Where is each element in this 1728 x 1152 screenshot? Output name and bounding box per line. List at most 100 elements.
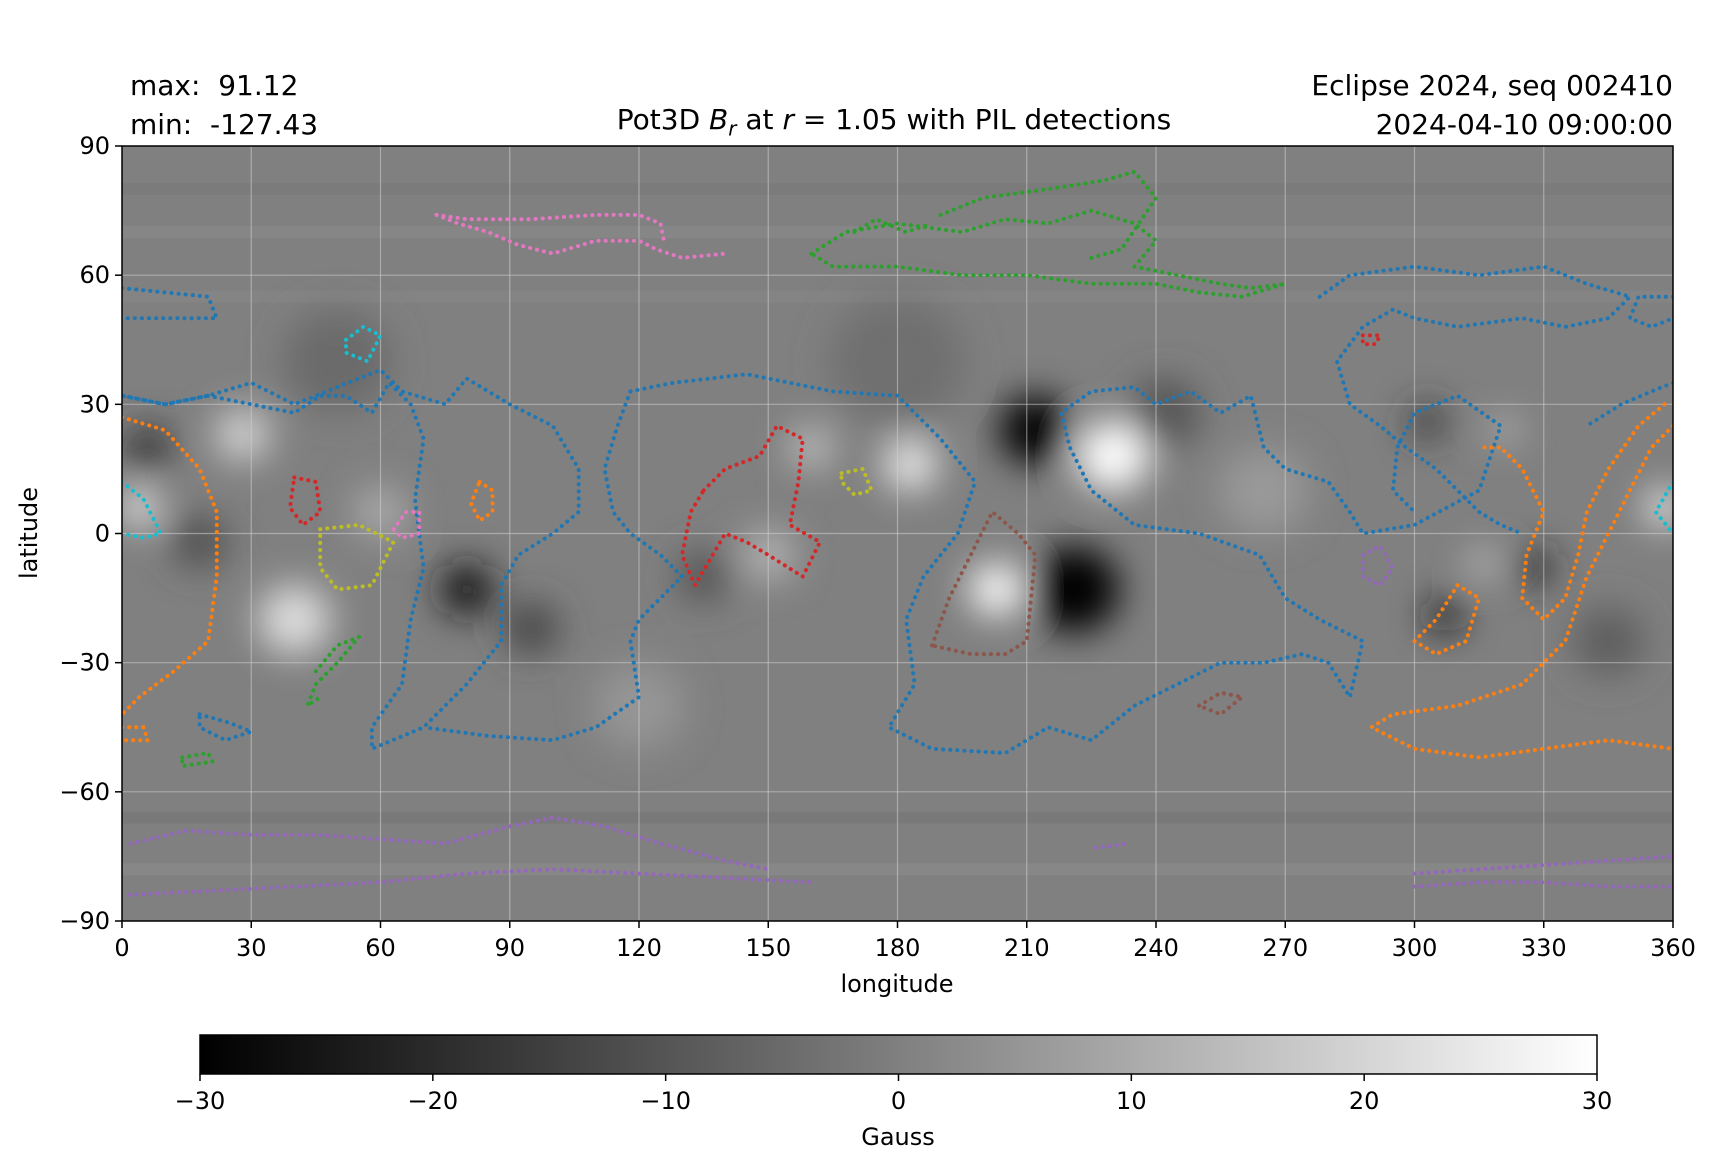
pil-series-3 (180, 169, 1288, 768)
y-tick-label: 60 (79, 261, 110, 289)
pil-contour (938, 169, 1158, 260)
pil-series-4 (288, 333, 1382, 588)
colorbar-tick-label: 10 (1116, 1087, 1147, 1115)
x-tick-label: 150 (745, 934, 791, 962)
colorbar-tick-label: 30 (1582, 1087, 1613, 1115)
field-blob (122, 490, 158, 525)
colorbar-label: Gauss (861, 1123, 935, 1151)
x-tick-label: 180 (875, 934, 921, 962)
pil-contour (344, 324, 383, 364)
field-blob (969, 563, 1024, 616)
pil-contour (122, 867, 814, 898)
colorbar-tick-label: 20 (1349, 1087, 1380, 1115)
field-blob (283, 309, 392, 413)
field-blob (125, 425, 171, 469)
colorbar-gradient (199, 1034, 1598, 1075)
field-blob (1076, 421, 1150, 491)
pil-contour (122, 725, 150, 743)
pil-contour (1360, 333, 1382, 347)
x-tick-label: 90 (494, 934, 525, 962)
field-blob (1128, 378, 1201, 448)
pil-series-5 (122, 544, 1673, 898)
x-axis-label: longitude (840, 970, 953, 998)
heatmap-blobs (122, 296, 1673, 749)
pil-contour (1412, 583, 1482, 657)
pil-series-7 (391, 212, 728, 540)
pil-contour (122, 415, 219, 717)
field-blob (172, 516, 227, 568)
x-axis: 0 30 60 90 120 150 180 210 240 270 300 330 360 (114, 921, 1696, 962)
x-tick-label: 0 (114, 934, 129, 962)
field-blob (676, 550, 731, 603)
pil-contour (1369, 423, 1673, 760)
field-blob (1028, 546, 1120, 633)
field-blob (788, 425, 834, 469)
field-blob (439, 563, 494, 616)
y-tick-label: 30 (79, 390, 110, 418)
field-blob (1572, 606, 1645, 676)
y-axis-label: latitude (15, 487, 43, 579)
field-blob (1517, 550, 1554, 586)
field-blob (1646, 490, 1673, 525)
field-blob (1469, 550, 1498, 577)
x-tick-label: 240 (1133, 934, 1179, 962)
grid-lines (122, 146, 1673, 921)
field-blob (999, 395, 1072, 465)
pil-contour (122, 367, 581, 751)
y-tick-label: 0 (95, 520, 110, 548)
colorbar-tick-label: −10 (640, 1087, 691, 1115)
max-value-label: max: 91.12 (130, 69, 299, 102)
x-tick-label: 60 (365, 934, 396, 962)
field-blob (1426, 598, 1463, 633)
x-tick-label: 330 (1521, 934, 1567, 962)
pil-contour (1627, 294, 1673, 329)
pil-contour (305, 634, 361, 708)
y-tick-label: −90 (59, 907, 110, 935)
pil-series-2 (122, 402, 1673, 760)
x-tick-label: 270 (1262, 934, 1308, 962)
pil-contour (122, 286, 219, 321)
field-blob (883, 438, 938, 491)
pil-contour (628, 372, 1503, 756)
y-tick-label: −30 (59, 649, 110, 677)
pil-contour (288, 475, 323, 527)
pil-contour (1653, 479, 1673, 536)
field-blob (258, 585, 331, 655)
colorbar-tick-label: −30 (175, 1087, 226, 1115)
x-tick-label: 120 (616, 934, 662, 962)
pil-contour (1477, 402, 1667, 622)
field-blob (215, 408, 270, 461)
pil-contour (180, 751, 215, 768)
pil-contour (1584, 380, 1673, 428)
pil-contour (1093, 841, 1133, 850)
x-tick-label: 210 (1004, 934, 1050, 962)
pil-contour (930, 510, 1038, 657)
plot-area (121, 145, 1674, 922)
pil-series-9 (122, 324, 1673, 540)
y-axis: 90 60 30 0 −30 −60 −90 (59, 132, 122, 935)
pil-series-1 (122, 264, 1673, 756)
x-tick-label: 360 (1650, 934, 1696, 962)
colorbar-tick-label: 0 (891, 1087, 906, 1115)
timestamp-label: 2024-04-10 09:00:00 (1375, 108, 1673, 141)
chart-title: Pot3D Br at r = 1.05 with PIL detections (616, 103, 1172, 141)
field-blob (1409, 404, 1446, 439)
pil-contour (680, 423, 822, 588)
pil-contour (434, 212, 667, 247)
field-blob (504, 602, 559, 655)
min-value-label: min: -127.43 (130, 108, 319, 141)
event-label: Eclipse 2024, seq 002410 (1311, 69, 1673, 102)
pil-contour (197, 712, 254, 743)
pil-contour (1412, 880, 1673, 889)
pil-contour (122, 479, 163, 540)
colorbar: −30 −20 −10 0 10 20 30 Gauss (175, 1034, 1613, 1151)
x-tick-label: 30 (236, 934, 267, 962)
pil-contour (1360, 544, 1395, 588)
x-tick-label: 300 (1392, 934, 1438, 962)
y-tick-label: −60 (59, 778, 110, 806)
pil-contours (122, 169, 1673, 898)
y-tick-label: 90 (79, 132, 110, 160)
pil-contour (1317, 264, 1632, 536)
colorbar-ticks: −30 −20 −10 0 10 20 30 (175, 1074, 1613, 1115)
